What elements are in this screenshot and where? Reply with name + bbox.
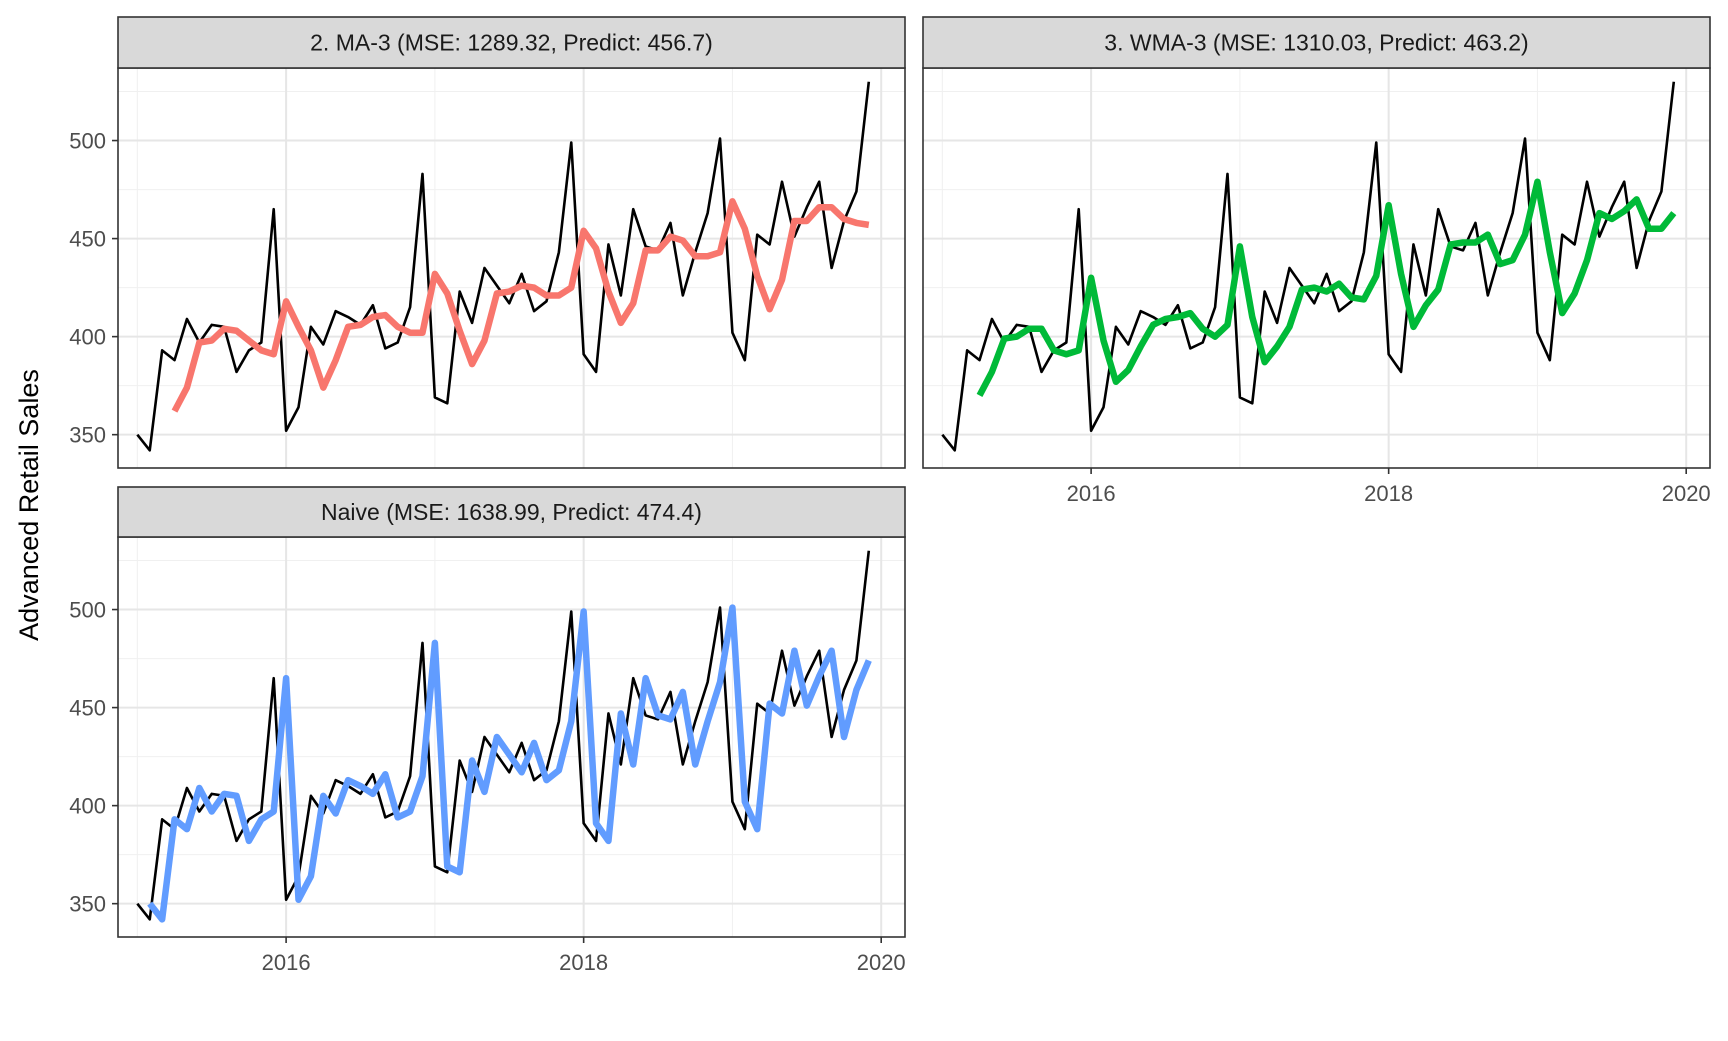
forecast-line bbox=[147, 604, 872, 923]
facet-strip bbox=[117, 16, 906, 69]
y-tick-label: 450 bbox=[69, 696, 106, 721]
facet-strip-title: Naive (MSE: 1638.99, Predict: 474.4) bbox=[321, 499, 702, 525]
panel-background bbox=[118, 537, 905, 937]
panel-background bbox=[923, 68, 1710, 468]
x-tick-label: 2016 bbox=[262, 950, 311, 975]
x-tick-label: 2020 bbox=[857, 950, 906, 975]
facet-strip-title: 3. WMA-3 (MSE: 1310.03, Predict: 463.2) bbox=[1104, 30, 1528, 56]
x-tick-label: 2016 bbox=[1067, 481, 1116, 506]
y-axis-label: Advanced Retail Sales bbox=[14, 369, 44, 641]
x-tick-label: 2018 bbox=[559, 950, 608, 975]
y-tick-label: 450 bbox=[69, 227, 106, 252]
facet-strip bbox=[117, 486, 906, 538]
facet-panel-2: 3. WMA-3 (MSE: 1310.03, Predict: 463.2) 2… bbox=[922, 16, 1711, 506]
actual-sales-line bbox=[941, 81, 1676, 452]
y-tick-label: 400 bbox=[69, 325, 106, 350]
facet-panel-1: 2. MA-3 (MSE: 1289.32, Predict: 456.7) 35… bbox=[69, 16, 906, 469]
facet-panel-3: Naive (MSE: 1638.99, Predict: 474.4) 350 4… bbox=[69, 486, 906, 975]
x-tick-label: 2018 bbox=[1364, 481, 1413, 506]
facet-strip bbox=[922, 16, 1711, 69]
panel-background bbox=[118, 68, 905, 468]
forecast-line bbox=[976, 178, 1677, 397]
forecast-line bbox=[171, 198, 870, 413]
x-tick-label: 2020 bbox=[1662, 481, 1711, 506]
facet-strip-title: 2. MA-3 (MSE: 1289.32, Predict: 456.7) bbox=[310, 30, 713, 56]
y-tick-label: 500 bbox=[69, 598, 106, 623]
y-tick-label: 350 bbox=[69, 423, 106, 448]
y-tick-label: 500 bbox=[69, 129, 106, 154]
y-tick-label: 350 bbox=[69, 892, 106, 917]
y-tick-label: 400 bbox=[69, 794, 106, 819]
